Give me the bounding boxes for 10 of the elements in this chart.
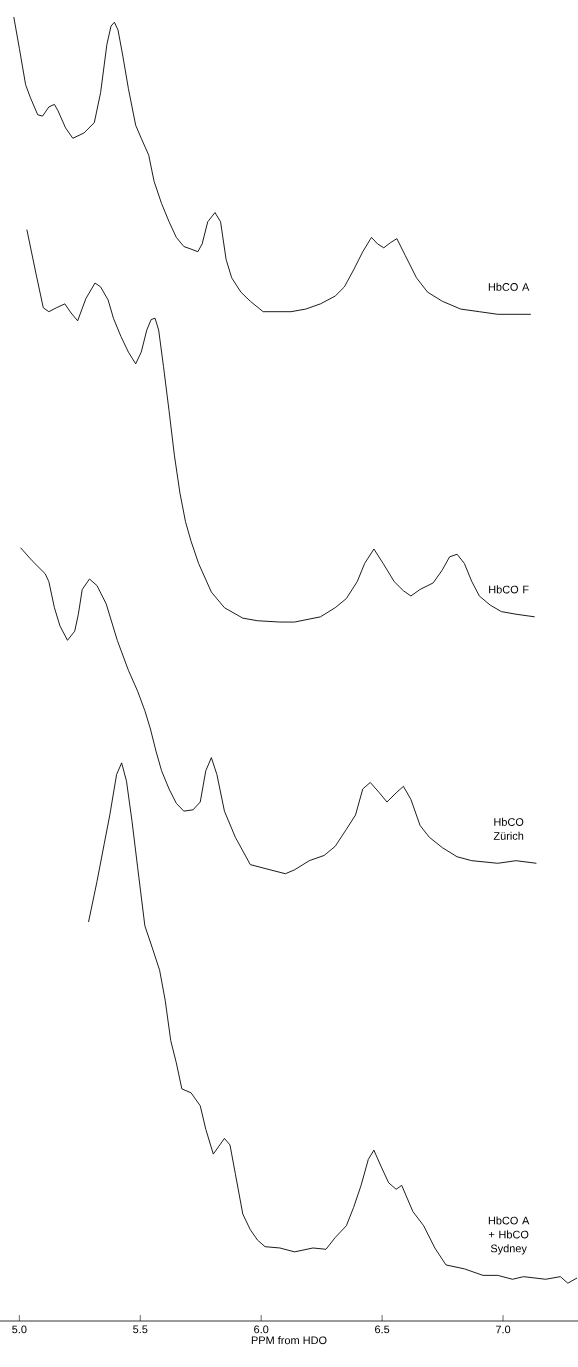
x-tick-label: 5.0 — [12, 1325, 27, 1334]
x-tick-label: 7.0 — [495, 1325, 511, 1334]
x-axis-title: PPM from HDO — [251, 1336, 327, 1345]
series-label: HbCO F — [489, 585, 529, 594]
series-label: HbCO A + HbCO Sydney — [488, 1216, 530, 1255]
text: HbCO A — [488, 282, 530, 291]
x-tick-label: 5.5 — [133, 1325, 148, 1334]
series-label: HbCO Zürich — [493, 817, 524, 840]
x-tick-label: 6.5 — [375, 1325, 390, 1334]
x-tick-label: 6.0 — [254, 1325, 269, 1334]
